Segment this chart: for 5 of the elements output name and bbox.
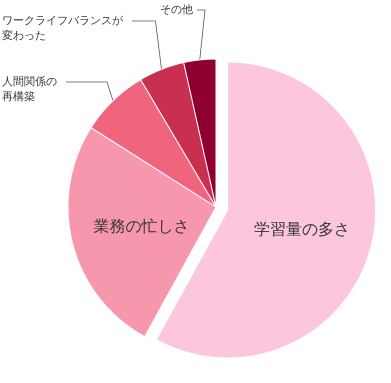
slice-label: 業務の忙しさ <box>93 216 190 236</box>
slice-label: 人間関係の再構築 <box>2 75 57 103</box>
slice-label: その他 <box>160 3 193 16</box>
slice-label: 学習量の多さ <box>254 220 350 239</box>
slice-label: ワークライフバランスが変わった <box>2 14 124 42</box>
